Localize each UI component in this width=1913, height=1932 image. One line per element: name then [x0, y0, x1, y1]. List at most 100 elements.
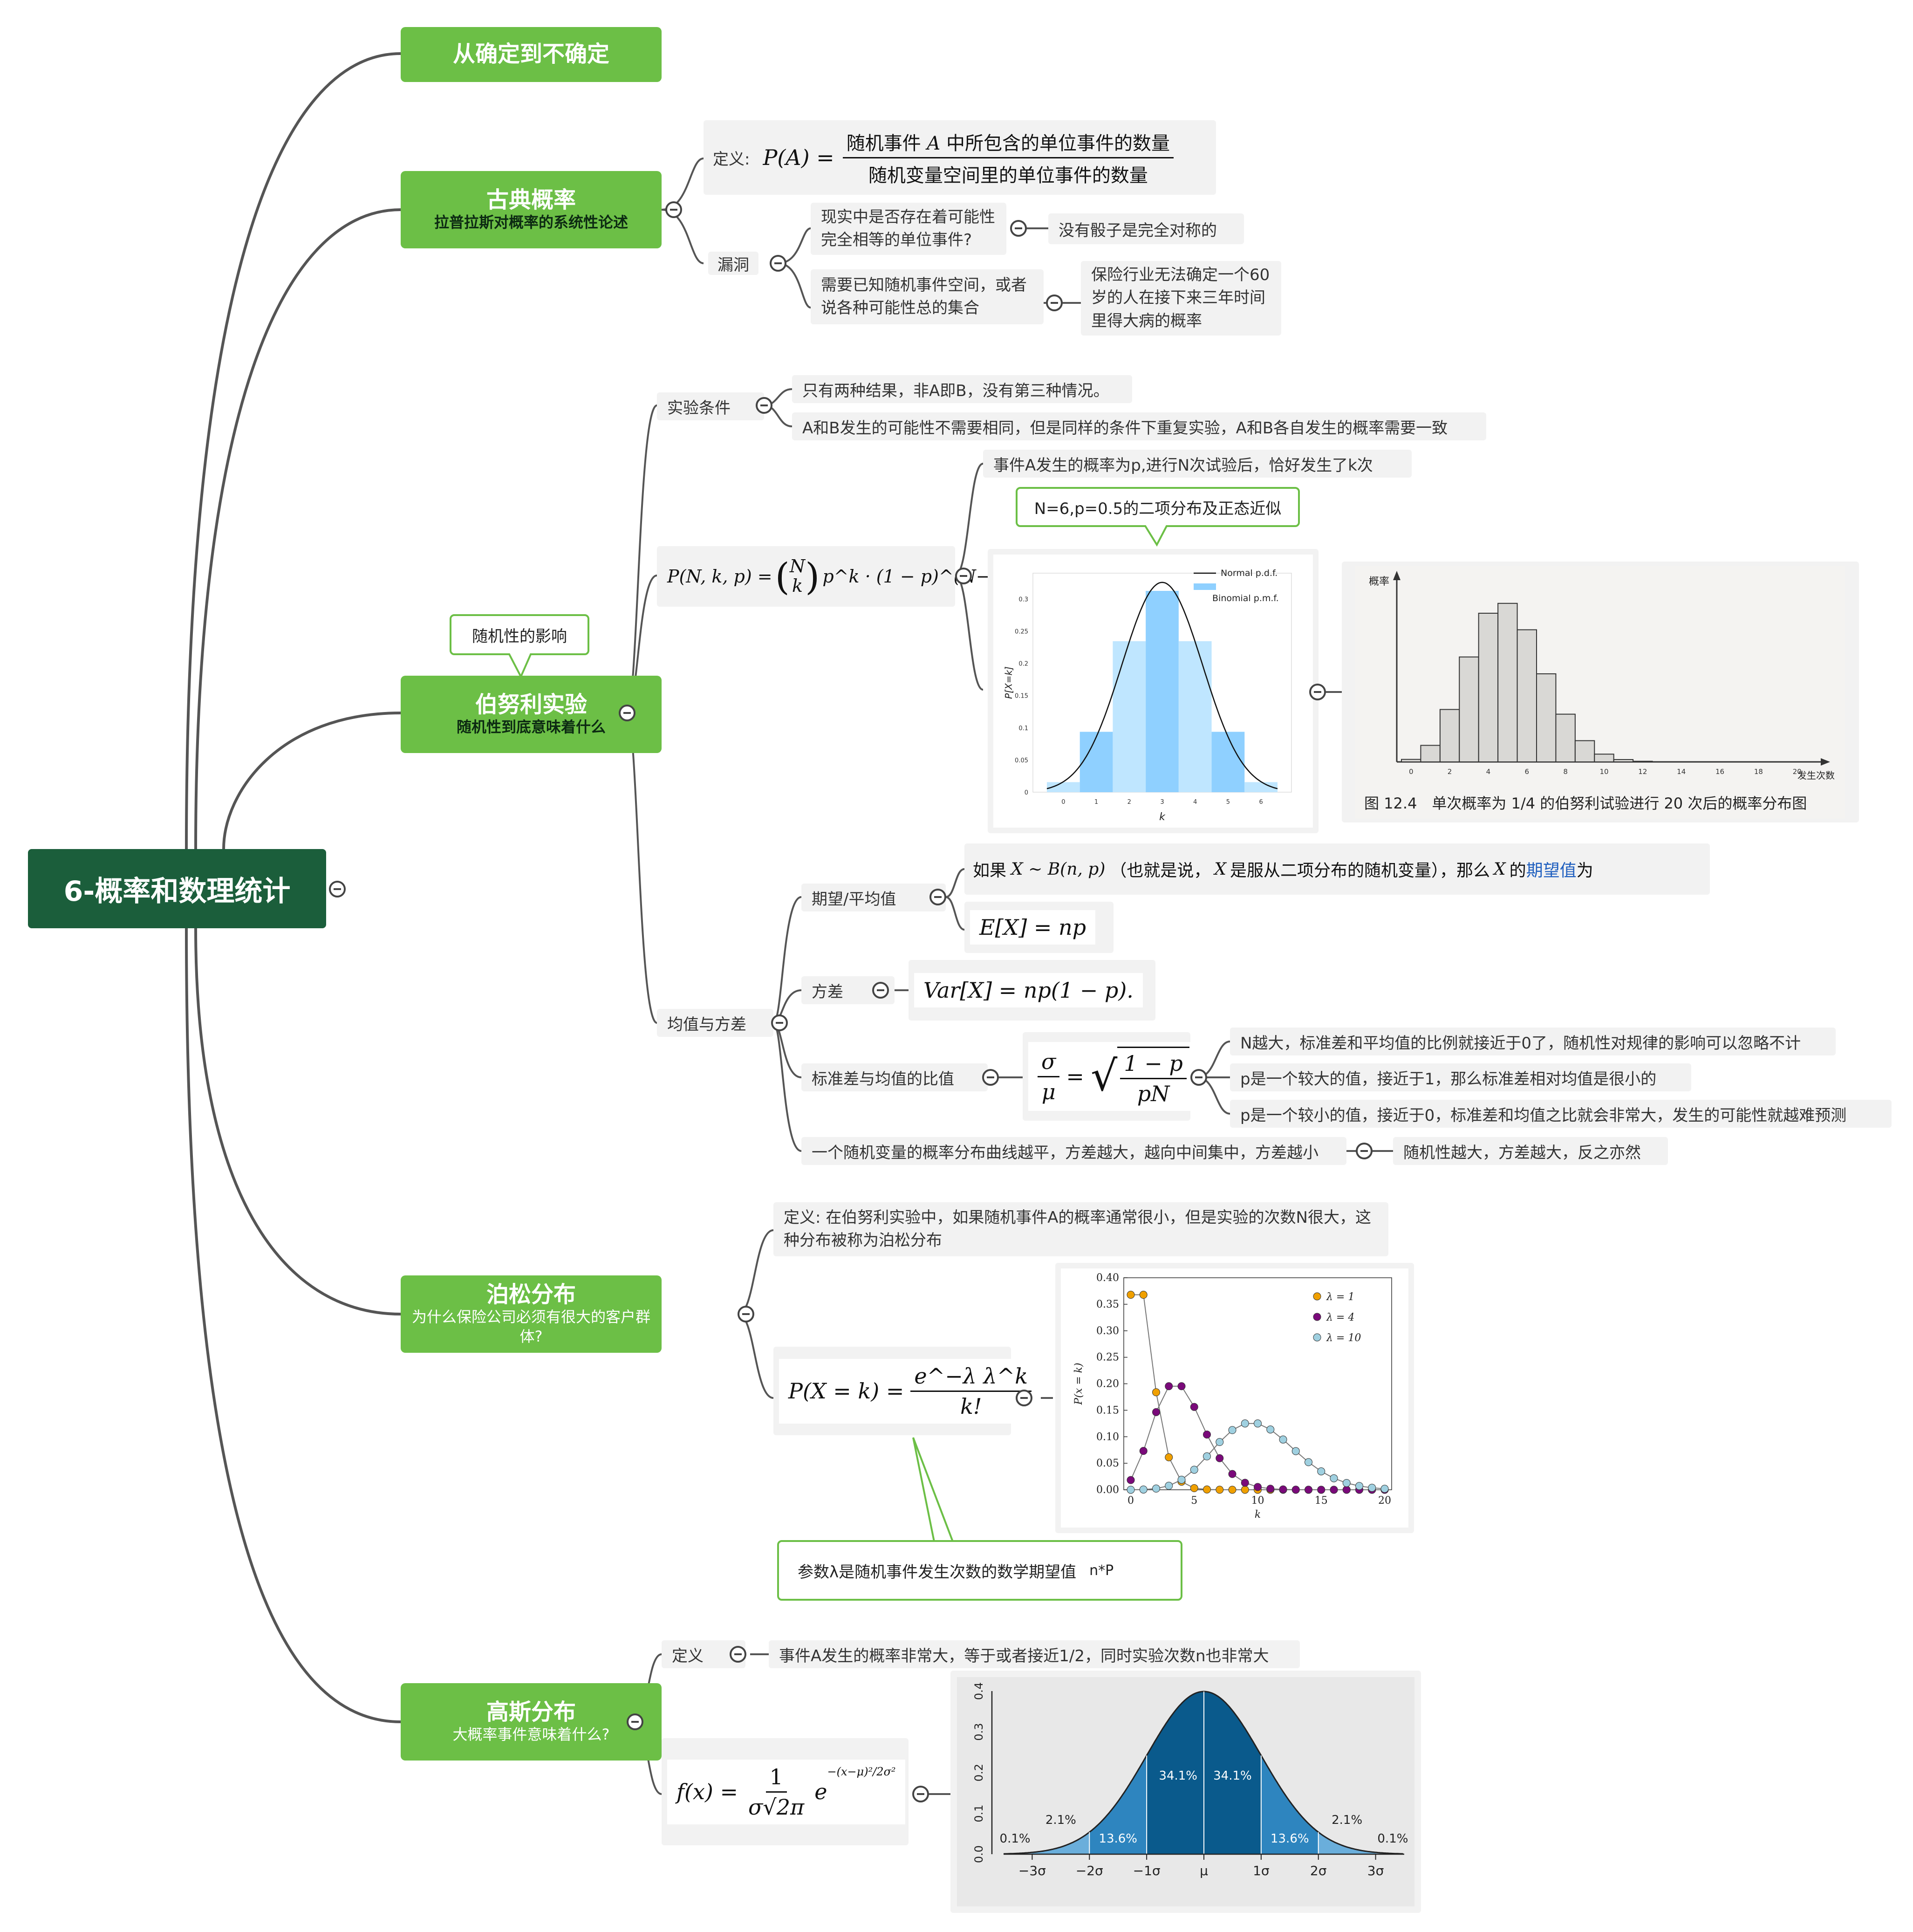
gaussian-exponent: −(x−μ)²/2σ²: [827, 1765, 896, 1778]
numerator-text-2: 中所包含的单位事件的数量: [946, 132, 1170, 154]
bernoulli-collapse-toggle[interactable]: [619, 705, 635, 721]
gaussian-formula[interactable]: f(x) = 1 σ√2π e −(x−μ)²/2σ²: [662, 1738, 909, 1845]
classical-definition[interactable]: 定义: P(A) = 随机事件 A 中所包含的单位事件的数量 随机变量空间里的单…: [704, 120, 1216, 195]
flaw-1[interactable]: 现实中是否存在着可能性完全相等的单位事件?: [811, 203, 1006, 255]
binomial-formula[interactable]: P(N, k, p) = ( N k ) p^k · (1 − p)^(N−k): [657, 546, 1009, 607]
gaussian-collapse-toggle[interactable]: [627, 1713, 643, 1730]
x-tick-label: 1σ: [1253, 1863, 1270, 1878]
condition-2[interactable]: A和B发生的可能性不需要相同，但是同样的条件下重复实验，A和B各自发生的概率需要…: [792, 412, 1486, 440]
randomness-callout[interactable]: 随机性的影响: [450, 614, 589, 655]
variance-collapse-toggle[interactable]: [872, 982, 889, 999]
expectation-label[interactable]: 期望/平均值: [801, 884, 946, 911]
x-tick-label: 4: [1486, 767, 1491, 776]
ratio-label[interactable]: 标准差与均值的比值: [801, 1063, 988, 1091]
ratio-formula-collapse-toggle[interactable]: [1190, 1069, 1207, 1086]
poisson-point: [1203, 1485, 1211, 1494]
mean-variance-label-text: 均值与方差: [667, 1015, 746, 1034]
gaussian-definition[interactable]: 事件A发生的概率非常大，等于或者接近1/2，同时实验次数n也非常大: [769, 1640, 1300, 1668]
flaw-2-collapse-toggle[interactable]: [1046, 295, 1063, 311]
exp-text-d: X: [1214, 859, 1227, 879]
poisson-callout[interactable]: 参数λ是随机事件发生次数的数学期望值 n*P: [777, 1540, 1182, 1601]
flatness-note[interactable]: 一个随机变量的概率分布曲线越平，方差越大，越向中间集中，方差越小: [801, 1137, 1346, 1165]
flaw-collapse-toggle[interactable]: [770, 255, 786, 272]
x-tick-label: 3σ: [1367, 1863, 1384, 1878]
y-tick-label: 0.00: [1096, 1484, 1119, 1496]
poisson-formula-collapse-toggle[interactable]: [1016, 1390, 1032, 1406]
expectation-statement[interactable]: 如果 X ∼ B(n, p) （也就是说， X 是服从二项分布的随机变量），那么…: [964, 843, 1710, 895]
ratio-note-1[interactable]: N越大，标准差和平均值的比例就接近于0了，随机性对规律的影响可以忽略不计: [1230, 1028, 1836, 1055]
x-axis-arrow: [1821, 758, 1830, 766]
expectation-collapse-toggle[interactable]: [929, 889, 946, 905]
region-percent-label: 2.1%: [1332, 1813, 1362, 1827]
branch-subtitle: 大概率事件意味着什么?: [452, 1725, 610, 1743]
normal-pdf-line: [1046, 582, 1278, 789]
ratio-note-3[interactable]: p是一个较小的值，接近于0，标准差和均值之比就会非常大，发生的可能性就越难预测: [1230, 1100, 1892, 1128]
exp-text-f: X: [1494, 859, 1506, 879]
flatness-collapse-toggle[interactable]: [1356, 1143, 1373, 1159]
branch-gaussian[interactable]: 高斯分布 大概率事件意味着什么?: [401, 1683, 662, 1761]
ratio-collapse-toggle[interactable]: [982, 1069, 999, 1086]
poisson-point: [1190, 1403, 1198, 1411]
conditions-label[interactable]: 实验条件: [657, 392, 764, 420]
flatness-subnote[interactable]: 随机性越大，方差越大，反之亦然: [1393, 1137, 1668, 1165]
y-tick-label: 0.30: [1096, 1325, 1119, 1337]
branch-title: 从确定到不确定: [452, 41, 609, 68]
flaw-2[interactable]: 需要已知随机事件空间，或者说各种可能性总的集合: [811, 269, 1044, 324]
poisson-point: [1241, 1486, 1249, 1494]
region-percent-label: 0.1%: [1377, 1832, 1408, 1846]
poisson-point: [1165, 1453, 1173, 1461]
poisson-point: [1305, 1458, 1312, 1466]
gaussian-definition-collapse-toggle[interactable]: [730, 1646, 746, 1663]
poisson-definition[interactable]: 定义: 在伯努利实验中，如果随机事件A的概率通常很小，但是实验的次数N很大，这种…: [773, 1202, 1388, 1256]
classical-collapse-toggle[interactable]: [665, 201, 682, 218]
ratio-note-2[interactable]: p是一个较大的值，接近于1，那么标准差相对均值是很小的: [1230, 1063, 1691, 1091]
branch-bernoulli[interactable]: 伯努利实验 随机性到底意味着什么: [401, 676, 662, 753]
poisson-point: [1228, 1426, 1237, 1434]
poisson-point: [1152, 1408, 1160, 1416]
poisson-point: [1330, 1486, 1338, 1494]
root-collapse-toggle[interactable]: [329, 881, 346, 897]
exp-text-a: 如果: [973, 861, 1007, 880]
poisson-formula[interactable]: P(X = k) = e^−λ λ^k k!: [773, 1347, 1041, 1435]
binomial-chart-callout[interactable]: N=6,p=0.5的二项分布及正态近似: [1016, 487, 1300, 527]
histogram-bar: [1439, 709, 1460, 762]
poisson-point: [1254, 1419, 1262, 1428]
branch-title: 古典概率: [486, 186, 576, 213]
exp-text-h: 为: [1576, 861, 1593, 880]
expected-value-link[interactable]: 期望值: [1526, 861, 1577, 880]
expectation-formula[interactable]: E[X] = np: [964, 902, 1114, 953]
branch-certain-uncertain[interactable]: 从确定到不确定: [401, 27, 662, 82]
y-tick-label: 0.2: [1018, 661, 1028, 668]
poisson-collapse-toggle[interactable]: [738, 1306, 754, 1322]
binomial-collapse-toggle[interactable]: [955, 568, 972, 584]
x-axis-label: 发生次数: [1797, 770, 1835, 781]
poisson-point: [1216, 1454, 1224, 1462]
binomial-note[interactable]: 事件A发生的概率为p,进行N次试验后，恰好发生了k次: [983, 450, 1412, 478]
conditions-collapse-toggle[interactable]: [756, 397, 772, 414]
variance-label-text: 方差: [812, 982, 843, 1001]
binomial-bar: [1178, 641, 1212, 792]
condition-1[interactable]: 只有两种结果，非A即B，没有第三种情况。: [792, 375, 1132, 403]
binomial-chart-collapse-toggle[interactable]: [1309, 684, 1326, 700]
flaw-2-note[interactable]: 保险行业无法确定一个60岁的人在接下来三年时间里得大病的概率: [1081, 261, 1281, 336]
root-topic[interactable]: 6-概率和数理统计: [28, 849, 326, 928]
legend-marker: [1313, 1333, 1321, 1342]
x-tick-label: 2σ: [1310, 1863, 1327, 1878]
poisson-point: [1165, 1382, 1173, 1391]
branch-classical-probability[interactable]: 古典概率 拉普拉斯对概率的系统性论述: [401, 171, 662, 248]
binomial-bar: [1113, 641, 1146, 792]
branch-poisson[interactable]: 泊松分布 为什么保险公司必须有很大的客户群体?: [401, 1275, 662, 1353]
mean-variance-label[interactable]: 均值与方差: [657, 1009, 773, 1037]
poisson-point: [1368, 1484, 1376, 1492]
poisson-point: [1228, 1486, 1237, 1494]
variance-formula[interactable]: Var[X] = np(1 − p).: [909, 960, 1155, 1021]
flaw-1-note[interactable]: 没有骰子是完全对称的: [1048, 213, 1244, 244]
mean-variance-collapse-toggle[interactable]: [771, 1014, 788, 1031]
flaw-label[interactable]: 漏洞: [708, 252, 758, 275]
histogram-bar: [1633, 760, 1653, 762]
gaussian-formula-collapse-toggle[interactable]: [912, 1786, 929, 1802]
flaw-1-collapse-toggle[interactable]: [1010, 220, 1027, 237]
